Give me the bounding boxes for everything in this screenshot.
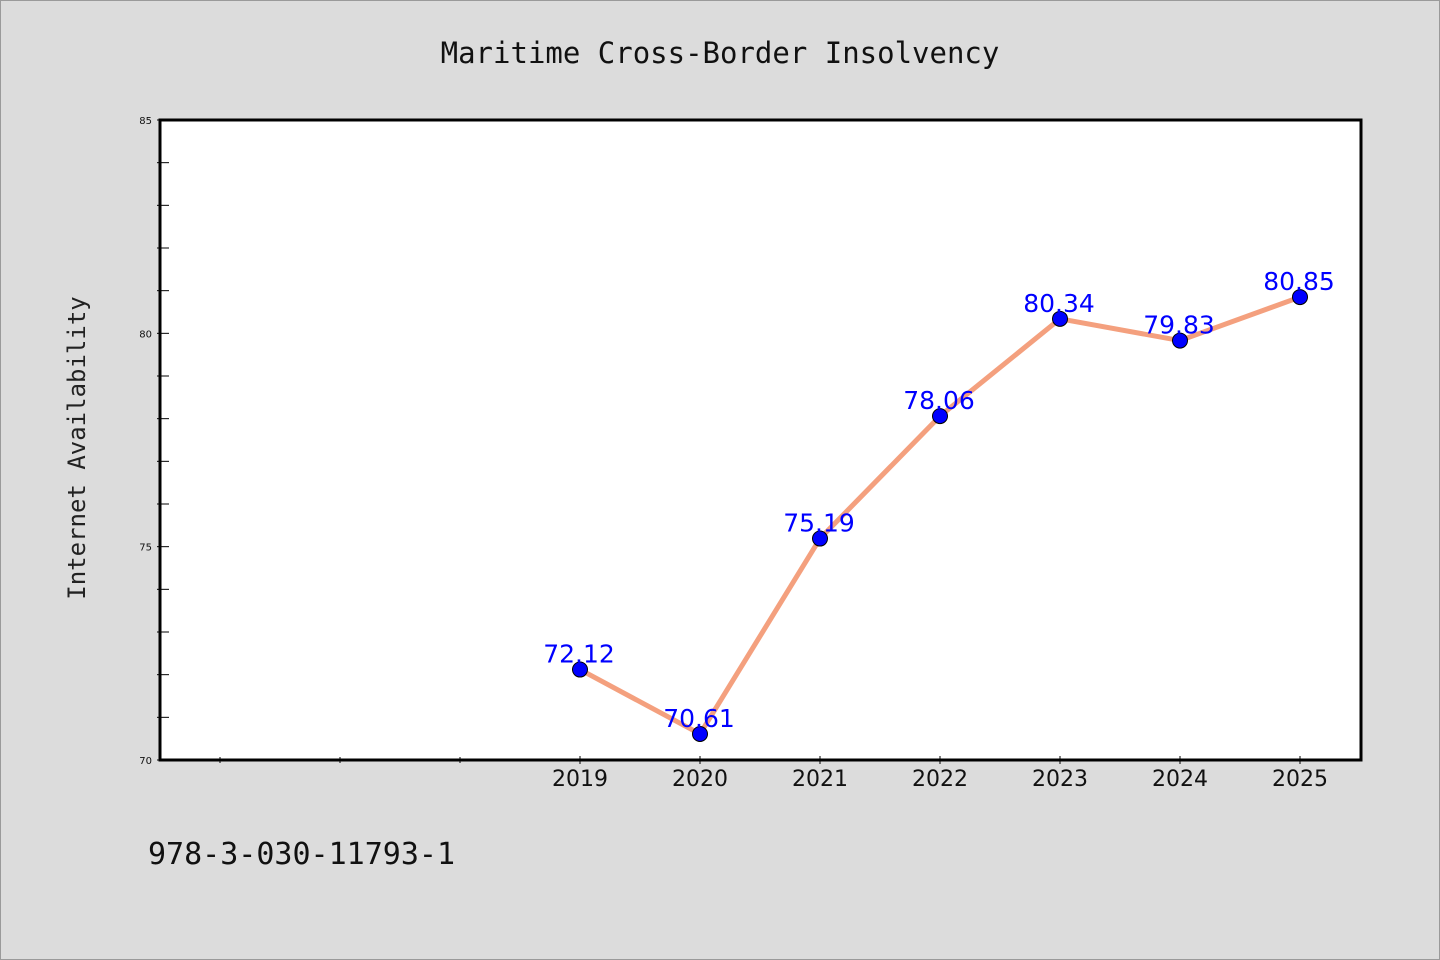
- x-tick-label: 2025: [1272, 767, 1328, 792]
- data-label: 70.61: [663, 704, 735, 733]
- y-tick-label: 75: [139, 543, 152, 554]
- data-label: 75.19: [783, 509, 855, 538]
- y-tick-label: 70: [139, 756, 152, 767]
- x-tick-label: 2021: [792, 767, 848, 792]
- x-tick-label: 2022: [912, 767, 968, 792]
- data-label: 78.06: [903, 386, 975, 415]
- data-point: [692, 725, 708, 742]
- plot-border: [158, 118, 1363, 762]
- y-tick-label: 80: [139, 329, 152, 340]
- data-point: [812, 530, 828, 547]
- data-point: [1292, 289, 1308, 306]
- chart-title: Maritime Cross-Border Insolvency: [441, 36, 1000, 70]
- x-tick-label: 2024: [1152, 767, 1208, 792]
- x-tick-label: 2023: [1032, 767, 1088, 792]
- data-point: [932, 408, 948, 425]
- data-point: [1052, 310, 1068, 327]
- plot-area: [160, 120, 1361, 760]
- data-point: [1172, 332, 1188, 349]
- data-label: 79.83: [1143, 311, 1215, 340]
- data-label: 72.12: [543, 640, 615, 669]
- x-tick-label: 2020: [672, 767, 728, 792]
- data-label: 80.34: [1023, 289, 1095, 318]
- y-axis-label: Internet Availability: [63, 296, 91, 599]
- isbn-text: 978-3-030-11793-1: [148, 837, 455, 872]
- x-tick-label: 2019: [552, 767, 608, 792]
- data-label: 80.85: [1263, 267, 1335, 296]
- data-point: [572, 661, 588, 678]
- y-tick-label: 85: [139, 116, 152, 127]
